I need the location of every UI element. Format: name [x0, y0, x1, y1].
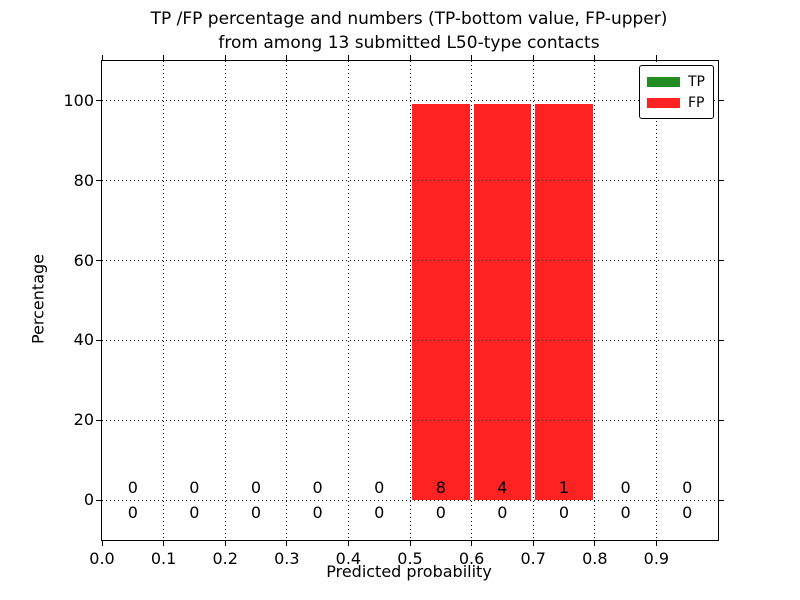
legend-entry-fp: FP	[647, 92, 705, 113]
chart-title-line1: TP /FP percentage and numbers (TP-bottom…	[150, 9, 668, 29]
y-tick-right	[718, 419, 724, 421]
x-tick-bottom	[594, 540, 596, 546]
y-tick-left	[96, 260, 102, 262]
x-tick-label: 0.9	[643, 549, 670, 568]
y-tick-right	[718, 499, 724, 501]
gridline-vertical	[409, 61, 411, 540]
x-tick-label: 0.6	[458, 549, 485, 568]
gridline-vertical	[655, 61, 657, 540]
x-tick-label: 0.5	[397, 549, 423, 568]
tp-count-label: 0	[497, 503, 508, 523]
x-tick-bottom	[532, 540, 534, 546]
tp-count-label: 0	[682, 503, 693, 523]
fp-count-label: 1	[558, 478, 570, 498]
x-tick-bottom	[347, 540, 349, 546]
x-tick-bottom	[471, 540, 473, 546]
tp-swatch-icon	[647, 76, 680, 87]
fp-count-label: 0	[127, 478, 138, 498]
y-tick-label: 20	[73, 410, 94, 430]
bar-fp	[412, 103, 470, 501]
x-tick-top	[471, 55, 473, 61]
y-tick-label: 100	[63, 90, 94, 110]
x-tick-top	[655, 55, 657, 61]
y-tick-left	[96, 100, 102, 102]
x-tick-label: 0.2	[212, 549, 238, 568]
y-tick-right	[718, 339, 724, 341]
tp-count-label: 0	[250, 503, 262, 523]
bar-fp	[535, 103, 593, 501]
tp-count-label: 0	[558, 503, 570, 523]
plot-area: TP FP 0 20 40 60 80 100 0.0 0.1 0.2 0.3 0.4 0.5 0.6 0…	[63, 55, 724, 568]
chart-title: TP /FP percentage and numbers (TP-bottom…	[101, 7, 717, 55]
fp-count-label: 0	[374, 478, 385, 498]
x-tick-top	[347, 55, 349, 61]
x-tick-top	[101, 55, 103, 61]
y-tick-label: 60	[73, 250, 94, 270]
x-tick-bottom	[409, 540, 411, 546]
fp-count-label: 0	[682, 478, 693, 498]
fp-count-label: 0	[189, 478, 200, 498]
tp-count-label: 0	[620, 503, 631, 523]
fp-count-label: 0	[250, 478, 262, 498]
x-tick-label: 0.4	[335, 549, 362, 568]
x-tick-bottom	[286, 540, 288, 546]
x-tick-bottom	[101, 540, 103, 546]
tp-count-label: 0	[127, 503, 138, 523]
y-tick-right	[718, 260, 724, 262]
legend-label-fp: FP	[688, 94, 705, 111]
x-tick-label: 0.1	[150, 549, 177, 568]
x-tick-top	[594, 55, 596, 61]
y-tick-label: 80	[73, 170, 94, 190]
fp-count-label: 8	[435, 478, 446, 498]
y-tick-left	[96, 499, 102, 501]
x-tick-top	[532, 55, 534, 61]
fp-count-label: 4	[497, 478, 508, 498]
y-tick-label: 40	[73, 330, 94, 350]
chart-title-line2: from among 13 submitted L50-type contact…	[218, 33, 600, 53]
legend-label-tp: TP	[688, 73, 705, 90]
y-tick-right	[718, 100, 724, 102]
x-tick-label: 0.0	[89, 549, 115, 568]
legend: TP FP	[639, 65, 714, 119]
y-tick-left	[96, 180, 102, 182]
x-tick-bottom	[163, 540, 165, 546]
x-tick-label: 0.7	[520, 549, 546, 568]
fp-count-label: 0	[620, 478, 631, 498]
y-tick-label: 0	[83, 490, 94, 510]
y-tick-left	[96, 339, 102, 341]
x-tick-top	[224, 55, 226, 61]
x-tick-bottom	[655, 540, 657, 546]
gridline-vertical	[594, 61, 596, 540]
x-tick-top	[163, 55, 165, 61]
gridline-vertical	[286, 61, 288, 540]
y-tick-right	[718, 180, 724, 182]
y-tick-left	[96, 419, 102, 421]
gridline-vertical	[471, 61, 473, 540]
gridline-vertical	[224, 61, 226, 540]
tp-count-label: 0	[374, 503, 385, 523]
tp-count-label: 0	[435, 503, 446, 523]
gridline-vertical	[163, 61, 165, 540]
fp-count-label: 0	[312, 478, 323, 498]
x-tick-label: 0.3	[274, 549, 300, 568]
x-tick-label: 0.8	[582, 549, 608, 568]
gridline-vertical	[532, 61, 534, 540]
fp-swatch-icon	[647, 97, 680, 108]
x-axis-label: Predicted probability	[326, 562, 492, 581]
bar-fp	[473, 103, 532, 501]
x-tick-top	[409, 55, 411, 61]
legend-entry-tp: TP	[647, 71, 705, 92]
x-tick-bottom	[224, 540, 226, 546]
x-tick-top	[286, 55, 288, 61]
tp-count-label: 0	[189, 503, 200, 523]
gridline-vertical	[347, 61, 349, 540]
tp-count-label: 0	[312, 503, 323, 523]
